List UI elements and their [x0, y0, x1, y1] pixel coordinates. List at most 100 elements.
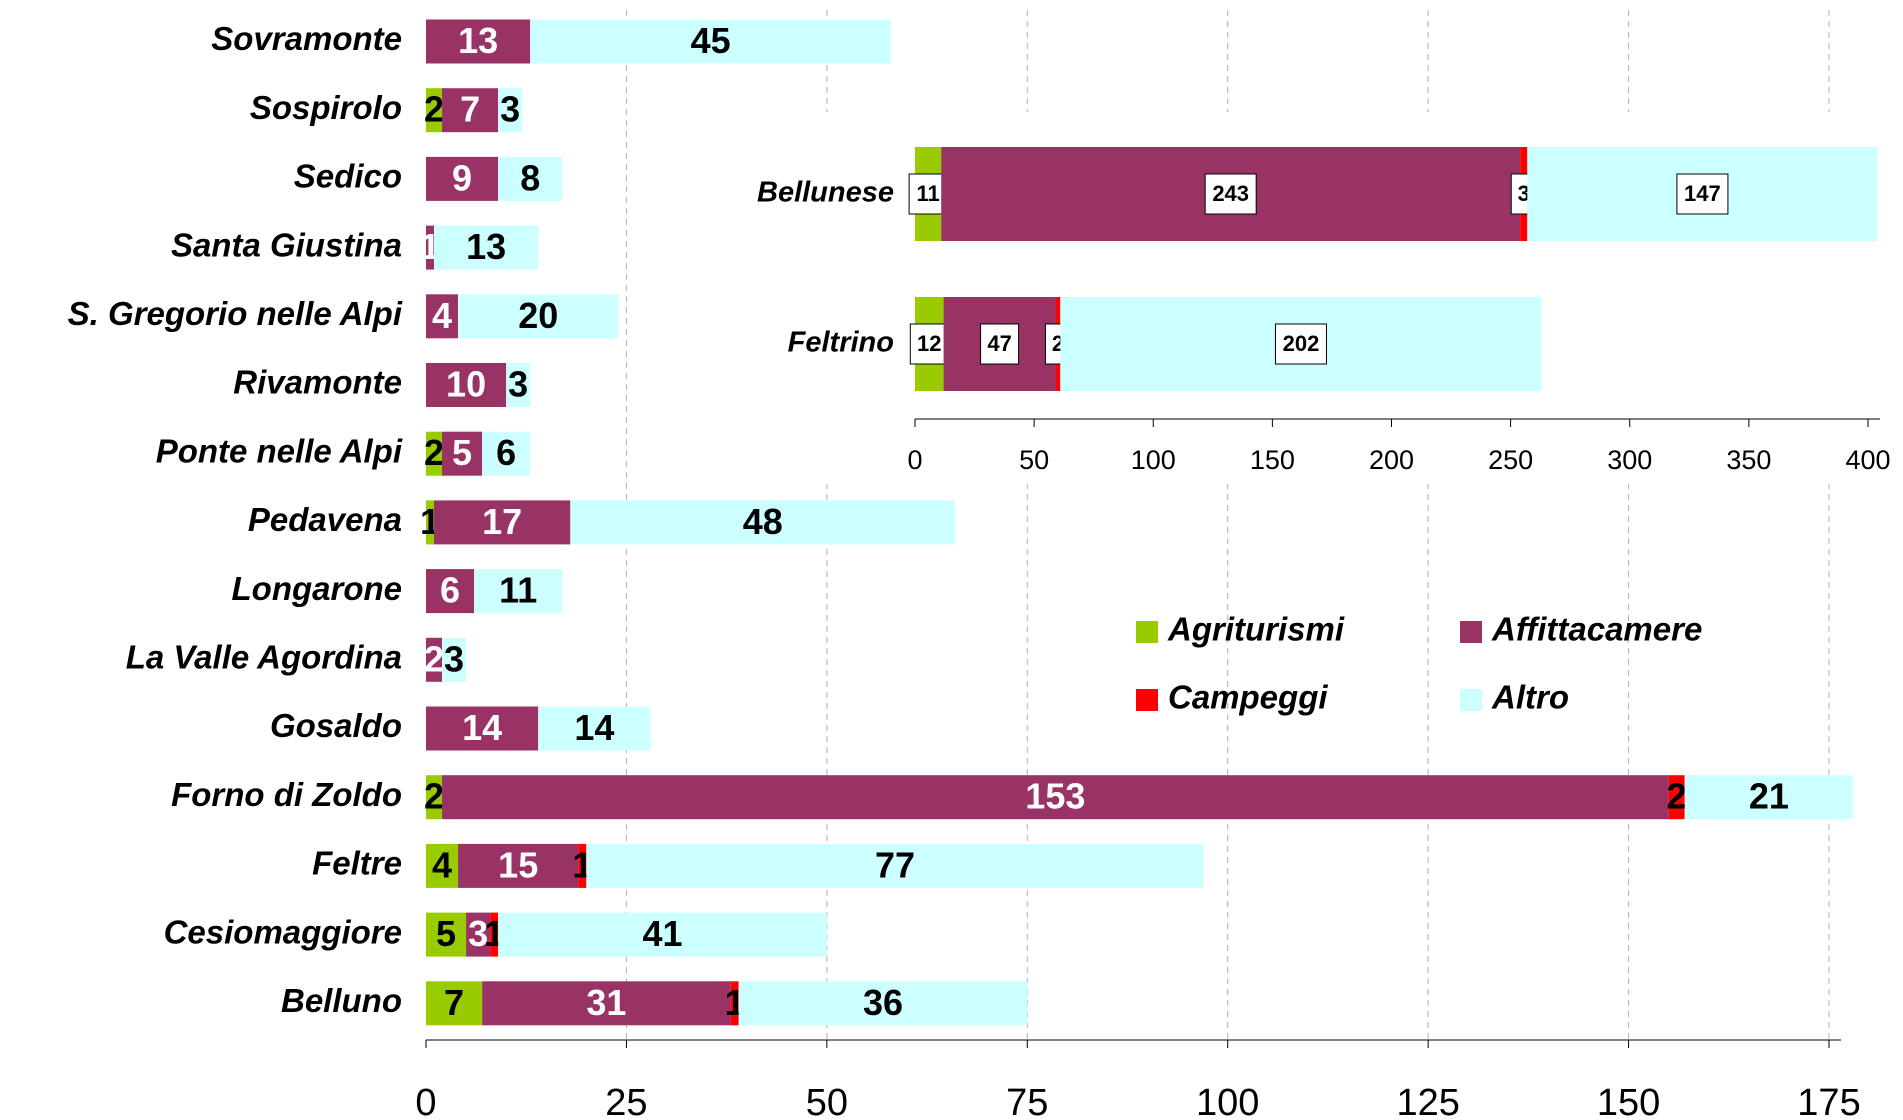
bar-segment: [426, 363, 507, 407]
value-label: 202: [1283, 331, 1320, 356]
x-tick-label: 50: [806, 1082, 848, 1120]
bar-segment: [426, 843, 459, 888]
x-tick-label: 25: [605, 1082, 647, 1120]
x-tick-label: 150: [1597, 1082, 1660, 1120]
bar-segment: [442, 88, 499, 133]
x-tick-label: 0: [415, 1082, 436, 1120]
x-tick-label: 250: [1488, 445, 1533, 475]
value-label: 3: [1518, 181, 1530, 206]
bar-segment: [442, 431, 483, 476]
legend-swatch: [1136, 621, 1158, 643]
value-label-box: [1274, 323, 1327, 365]
category-label: Sovramonte: [211, 20, 402, 57]
legend-label: Affittacamere: [1491, 611, 1702, 648]
value-label: 6: [440, 570, 460, 611]
value-label: 4: [432, 295, 452, 336]
value-label: 2: [424, 638, 444, 679]
x-tick-label: 125: [1396, 1082, 1459, 1120]
value-label: 21: [1749, 776, 1789, 817]
value-label: 3: [444, 638, 464, 679]
category-label: Sospirolo: [250, 89, 402, 126]
value-label: 243: [1212, 181, 1249, 206]
value-label: 45: [691, 20, 731, 61]
value-label: 2: [1667, 776, 1687, 817]
value-label: 14: [462, 707, 502, 748]
value-label-box: [980, 323, 1020, 365]
category-label: Feltre: [312, 845, 402, 882]
category-label: Sedico: [294, 158, 402, 195]
bar-segment: [426, 156, 499, 201]
x-tick-label: 100: [1131, 445, 1176, 475]
value-label: 2: [424, 432, 444, 473]
bar-segment: [426, 431, 443, 476]
x-tick-label: 150: [1250, 445, 1295, 475]
bar-segment: [426, 912, 467, 957]
bar-segment: [538, 706, 651, 751]
value-label: 3: [508, 364, 528, 405]
value-label: 13: [466, 226, 506, 267]
category-label: La Valle Agordina: [126, 639, 402, 676]
value-label-box: [908, 173, 948, 215]
bar-segment: [570, 500, 956, 545]
value-label: 3: [500, 89, 520, 130]
bar-segment: [466, 912, 491, 957]
value-label: 13: [458, 20, 498, 61]
bar-segment: [530, 19, 891, 64]
value-label: 2: [424, 776, 444, 817]
x-tick-label: 0: [907, 445, 922, 475]
category-label: Bellunese: [757, 177, 894, 209]
value-label: 9: [452, 157, 472, 198]
bar-segment: [506, 363, 531, 407]
x-tick-label: 50: [1019, 445, 1049, 475]
bar-segment: [730, 981, 739, 1026]
legend-label: Agriturismi: [1167, 611, 1345, 648]
x-tick-label: 200: [1369, 445, 1414, 475]
bar-segment: [458, 294, 619, 339]
value-label: 17: [482, 501, 522, 542]
value-label: 77: [875, 844, 915, 885]
value-label: 47: [987, 331, 1011, 356]
value-label: 48: [743, 501, 783, 542]
category-label: Cesiomaggiore: [164, 913, 402, 950]
value-label: 14: [574, 707, 614, 748]
value-label: 2: [424, 89, 444, 130]
value-label: 36: [863, 982, 903, 1023]
category-label: Santa Giustina: [171, 226, 402, 263]
category-label: S. Gregorio nelle Alpi: [68, 295, 403, 332]
value-label: 3: [468, 913, 488, 954]
x-tick-label: 175: [1797, 1082, 1860, 1120]
bar-segment: [1668, 775, 1685, 820]
value-label: 153: [1025, 776, 1085, 817]
legend-swatch: [1136, 689, 1158, 711]
bar-segment: [426, 88, 443, 133]
x-tick-label: 100: [1196, 1082, 1259, 1120]
bar-segment: [458, 843, 579, 888]
bar-segment: [434, 225, 539, 270]
bar-segment: [578, 843, 587, 888]
value-label-box: [1676, 173, 1729, 215]
category-label: Belluno: [281, 982, 402, 1019]
value-label-box: [909, 323, 949, 365]
bar-segment: [442, 637, 467, 682]
bar-segment: [426, 569, 475, 614]
x-tick-label: 75: [1006, 1082, 1048, 1120]
bar-segment: [1684, 775, 1854, 820]
legend-swatch: [1460, 621, 1482, 643]
bar-segment: [434, 500, 571, 545]
category-label: Forno di Zoldo: [171, 776, 402, 813]
category-label: Rivamonte: [233, 364, 402, 401]
bar-segment: [482, 981, 731, 1026]
value-label: 147: [1684, 181, 1721, 206]
value-label: 31: [586, 982, 626, 1023]
legend-swatch: [1460, 689, 1482, 711]
x-tick-label: 350: [1726, 445, 1771, 475]
category-label: Gosaldo: [270, 707, 402, 744]
bar-segment: [426, 775, 443, 820]
bar-segment: [426, 500, 435, 545]
bar-segment: [498, 88, 523, 133]
bar-segment: [426, 637, 443, 682]
value-label: 41: [642, 913, 682, 954]
value-label-box: [1204, 173, 1257, 215]
bar-segment: [426, 294, 459, 339]
